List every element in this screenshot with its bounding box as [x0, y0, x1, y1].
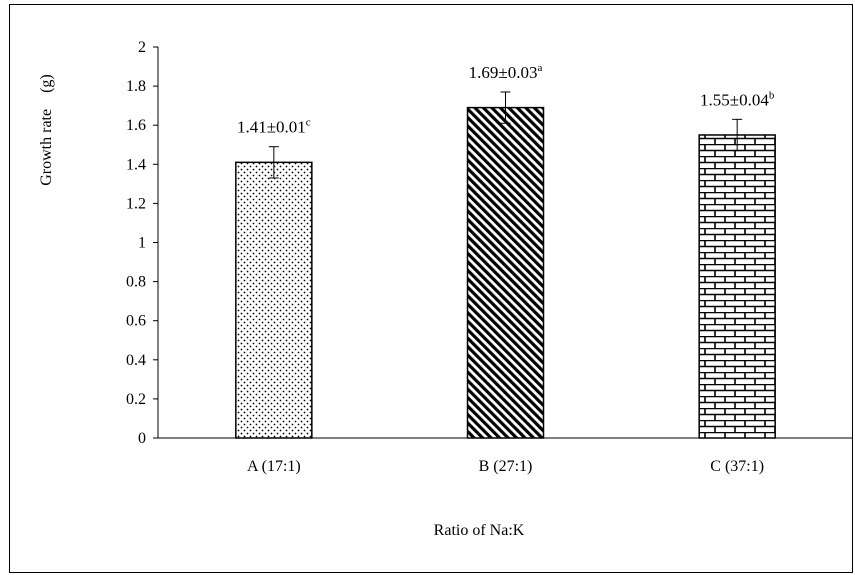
- y-tick-label: 1.6: [126, 117, 146, 134]
- error-bar-3: [732, 118, 743, 152]
- y-tick-label: 0: [138, 430, 146, 447]
- bars: [235, 91, 776, 439]
- bar-2: [466, 106, 545, 439]
- data-labels: 1.41±0.01c 1.69±0.03a 1.55±0.04b: [237, 62, 775, 137]
- x-tick-label: B (27:1): [479, 458, 533, 475]
- y-tick-label: 0.2: [126, 391, 146, 408]
- data-label-3: 1.55±0.04b: [700, 89, 775, 109]
- y-ticks: 0 0.2 0.4 0.6 0.8 1 1.2 1.4 1.6 1.8 2: [126, 39, 158, 447]
- y-tick-label: 1: [138, 235, 146, 252]
- bar-3: [698, 134, 776, 439]
- y-tick-label: 1.4: [126, 156, 146, 173]
- y-tick-label: 0.8: [126, 274, 146, 291]
- x-tick-label: A (17:1): [247, 458, 301, 475]
- data-label-2: 1.69±0.03a: [469, 62, 543, 82]
- bar-1: [235, 161, 313, 439]
- x-ticks: A (17:1) B (27:1) C (37:1): [247, 458, 764, 475]
- y-tick-label: 2: [138, 39, 146, 56]
- y-tick-label: 1.8: [126, 78, 146, 95]
- y-tick-label: 0.4: [126, 352, 146, 369]
- x-axis-label: Ratio of Na:K: [434, 522, 525, 539]
- y-axis-label: Growth rate (g): [38, 74, 55, 186]
- data-label-1: 1.41±0.01c: [237, 117, 311, 137]
- error-bar-1: [268, 146, 279, 179]
- y-tick-label: 1.2: [126, 195, 146, 212]
- error-bar-2: [500, 91, 511, 124]
- x-tick-label: C (37:1): [710, 458, 764, 475]
- y-tick-label: 0.6: [126, 313, 146, 330]
